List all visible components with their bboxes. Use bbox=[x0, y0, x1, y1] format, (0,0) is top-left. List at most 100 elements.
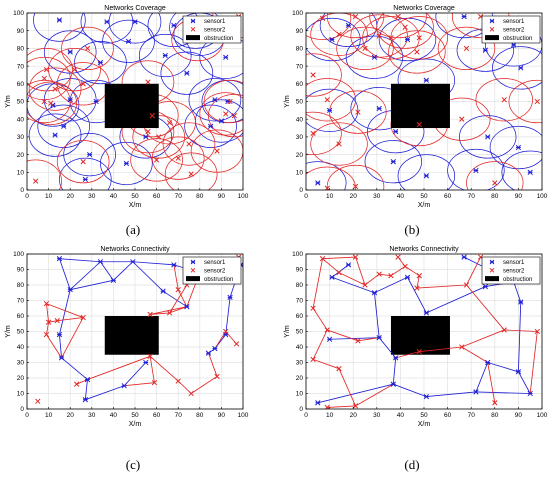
marker-sensor1 bbox=[212, 345, 218, 352]
chart-title: Networks Connectivity bbox=[100, 246, 170, 253]
x-tick-label: 30 bbox=[373, 412, 381, 419]
chart-panel-1: 0 10 20 30 40 50 60 70 80 90 100 0 10 20 30 40 50 60 70 80 9… bbox=[284, 5, 548, 209]
x-axis-label: X/m bbox=[129, 202, 142, 209]
obstruction-block bbox=[390, 316, 450, 355]
link-sensor1 bbox=[123, 362, 147, 387]
x-tick-label: 10 bbox=[45, 193, 53, 200]
chart-title: Networks Connectivity bbox=[389, 246, 459, 253]
legend-marker-sensor2 bbox=[489, 267, 495, 273]
legend-label-sensor2: sensor2 bbox=[503, 28, 525, 34]
marker-sensor2 bbox=[388, 35, 394, 41]
marker-sensor1 bbox=[511, 42, 517, 48]
marker-sensor2 bbox=[319, 15, 326, 21]
legend-label-obstruction: obstruction bbox=[204, 277, 233, 283]
marker-sensor2 bbox=[336, 366, 342, 372]
coverage-circle-sensor2 bbox=[306, 166, 356, 190]
x-tick-label: 20 bbox=[67, 412, 75, 419]
x-axis-label: X/m bbox=[129, 421, 142, 428]
link-sensor1 bbox=[162, 290, 188, 308]
link-sensor1 bbox=[100, 261, 114, 281]
obstruction-block bbox=[390, 83, 450, 129]
link-sensor2 bbox=[190, 376, 218, 394]
link-sensor2 bbox=[504, 329, 538, 332]
x-tick-label: 0 bbox=[304, 412, 308, 419]
coverage-circle-sensor2 bbox=[203, 79, 243, 124]
x-tick-label: 20 bbox=[67, 193, 75, 200]
link-sensor1 bbox=[85, 385, 125, 401]
coverage-circle-sensor1 bbox=[364, 140, 423, 184]
coverage-circle-sensor2 bbox=[306, 78, 356, 122]
x-tick-label: 0 bbox=[25, 193, 29, 200]
marker-sensor2 bbox=[84, 45, 91, 52]
link-sensor2 bbox=[338, 368, 356, 407]
y-tick-label: 0 bbox=[20, 187, 24, 194]
plot-content bbox=[306, 13, 542, 190]
marker-sensor1 bbox=[527, 169, 533, 175]
marker-sensor1 bbox=[485, 359, 491, 366]
y-tick-label: 90 bbox=[296, 267, 304, 274]
link-sensor1 bbox=[69, 261, 101, 290]
marker-sensor2 bbox=[336, 269, 342, 276]
marker-sensor1 bbox=[345, 262, 352, 268]
link-sensor2 bbox=[379, 273, 392, 277]
x-tick-label: 40 bbox=[110, 412, 118, 419]
coverage-circle-sensor2 bbox=[369, 13, 427, 39]
coverage-circle-sensor2 bbox=[162, 122, 216, 166]
marker-sensor1 bbox=[515, 369, 522, 375]
marker-sensor2 bbox=[310, 305, 316, 311]
coverage-circle-sensor2 bbox=[27, 81, 78, 125]
legend: sensor1 sensor2 obstruction bbox=[481, 15, 541, 44]
marker-sensor2 bbox=[153, 157, 160, 163]
coverage-circle-sensor1 bbox=[306, 88, 359, 132]
marker-sensor1 bbox=[67, 97, 73, 103]
marker-sensor1 bbox=[56, 331, 63, 338]
marker-sensor1 bbox=[315, 400, 321, 406]
y-tick-label: 40 bbox=[17, 116, 25, 123]
plot-content bbox=[27, 13, 243, 190]
link-sensor2 bbox=[312, 258, 323, 309]
marker-sensor2 bbox=[41, 75, 47, 82]
coverage-circle-sensor2 bbox=[151, 136, 205, 180]
x-tick-label: 10 bbox=[326, 412, 334, 419]
legend-label-sensor2: sensor2 bbox=[204, 269, 226, 275]
marker-sensor1 bbox=[376, 335, 382, 341]
link-sensor1 bbox=[317, 383, 394, 404]
marker-sensor2 bbox=[231, 113, 238, 119]
marker-sensor2 bbox=[188, 171, 194, 177]
marker-sensor2 bbox=[166, 310, 173, 316]
marker-sensor1 bbox=[329, 36, 335, 43]
link-sensor2 bbox=[177, 289, 188, 307]
marker-sensor2 bbox=[188, 390, 194, 397]
link-sensor2 bbox=[357, 337, 380, 342]
x-tick-label: 60 bbox=[444, 412, 452, 419]
x-tick-label: 70 bbox=[175, 412, 183, 419]
link-sensor2 bbox=[312, 358, 340, 370]
link-sensor1 bbox=[61, 357, 88, 380]
marker-sensor2 bbox=[32, 178, 39, 184]
coverage-circle-sensor2 bbox=[208, 94, 243, 138]
coverage-circle-sensor1 bbox=[63, 132, 116, 177]
coverage-circle-sensor1 bbox=[397, 154, 456, 190]
marker-sensor1 bbox=[171, 22, 177, 29]
marker-sensor2 bbox=[324, 327, 330, 333]
marker-sensor1 bbox=[473, 167, 479, 174]
link-sensor1 bbox=[378, 337, 397, 359]
x-tick-label: 90 bbox=[218, 193, 226, 200]
marker-sensor2 bbox=[71, 66, 78, 73]
marker-sensor2 bbox=[223, 328, 229, 335]
x-tick-label: 50 bbox=[420, 412, 428, 419]
marker-sensor1 bbox=[423, 173, 430, 179]
marker-sensor1 bbox=[485, 134, 491, 140]
marker-sensor1 bbox=[393, 128, 399, 135]
link-sensor2 bbox=[322, 258, 340, 273]
marker-sensor1 bbox=[207, 123, 214, 129]
link-sensor1 bbox=[407, 277, 427, 314]
link-sensor2 bbox=[61, 317, 84, 359]
legend-swatch-obstruction bbox=[186, 276, 200, 282]
marker-sensor2 bbox=[310, 72, 316, 78]
marker-sensor2 bbox=[414, 49, 420, 55]
marker-sensor2 bbox=[233, 341, 240, 347]
y-tick-label: 20 bbox=[296, 375, 304, 382]
coverage-circle-sensor2 bbox=[27, 79, 71, 124]
